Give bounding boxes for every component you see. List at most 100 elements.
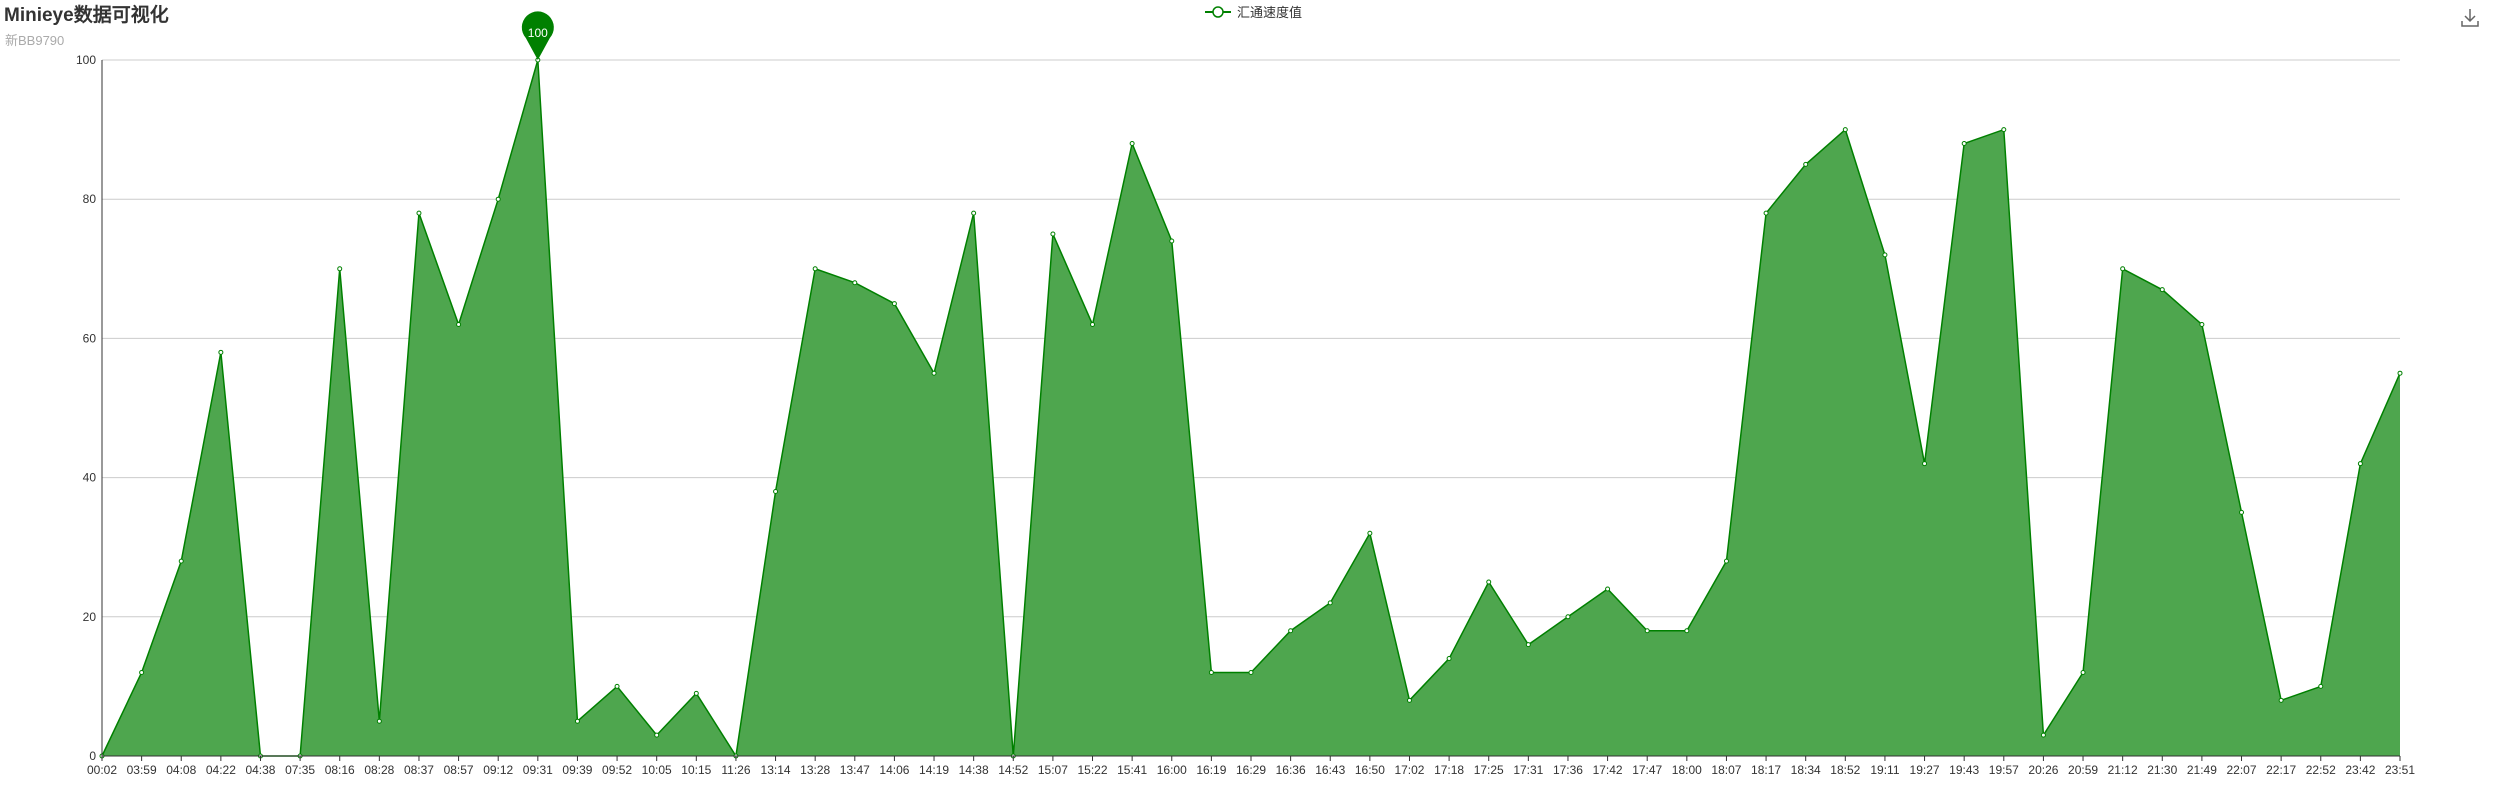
x-tick-label: 22:07 — [2227, 763, 2257, 777]
x-tick-label: 19:27 — [1910, 763, 1940, 777]
x-tick-label: 19:11 — [1870, 763, 1899, 777]
x-tick-label: 16:00 — [1157, 763, 1187, 777]
x-tick-label: 23:51 — [2385, 763, 2415, 777]
data-point — [1487, 580, 1491, 584]
data-point — [2319, 684, 2323, 688]
data-point — [1566, 615, 1570, 619]
x-tick-label: 18:34 — [1791, 763, 1821, 777]
data-point — [615, 684, 619, 688]
data-point — [655, 733, 659, 737]
x-tick-label: 17:02 — [1394, 763, 1424, 777]
x-tick-label: 16:19 — [1196, 763, 1226, 777]
x-tick-label: 09:52 — [602, 763, 632, 777]
data-point — [1170, 239, 1174, 243]
data-point — [575, 719, 579, 723]
data-point — [1645, 629, 1649, 633]
data-point — [2358, 462, 2362, 466]
markpoint-layer: 100 — [522, 11, 554, 60]
x-tick-label: 17:31 — [1513, 763, 1543, 777]
x-tick-label: 21:30 — [2147, 763, 2177, 777]
x-tick-label: 04:38 — [245, 763, 275, 777]
data-point — [1249, 670, 1253, 674]
x-tick-label: 22:52 — [2306, 763, 2336, 777]
x-tick-label: 17:36 — [1553, 763, 1583, 777]
data-point — [932, 371, 936, 375]
data-point — [1289, 629, 1293, 633]
x-tick-label: 17:42 — [1593, 763, 1623, 777]
data-point — [1368, 531, 1372, 535]
data-point — [377, 719, 381, 723]
x-tick-label: 13:47 — [840, 763, 870, 777]
data-point — [972, 211, 976, 215]
x-tick-label: 14:19 — [919, 763, 949, 777]
x-tick-label: 15:41 — [1117, 763, 1147, 777]
data-point — [496, 197, 500, 201]
x-tick-label: 18:00 — [1672, 763, 1702, 777]
x-tick-label: 09:12 — [483, 763, 513, 777]
data-point — [1962, 142, 1966, 146]
x-tick-label: 18:07 — [1711, 763, 1741, 777]
data-point — [1447, 657, 1451, 661]
data-point — [1328, 601, 1332, 605]
data-point — [2002, 128, 2006, 132]
data-point — [1051, 232, 1055, 236]
data-point — [1130, 142, 1134, 146]
x-tick-label: 04:22 — [206, 763, 236, 777]
data-point — [892, 302, 896, 306]
data-point — [2240, 510, 2244, 514]
x-tick-label: 20:26 — [2028, 763, 2058, 777]
y-tick-label: 20 — [83, 610, 97, 624]
data-point — [140, 670, 144, 674]
x-tick-label: 14:52 — [998, 763, 1028, 777]
x-tick-label: 10:15 — [681, 763, 711, 777]
x-tick-label: 14:06 — [879, 763, 909, 777]
data-point — [219, 350, 223, 354]
data-point — [1091, 322, 1095, 326]
data-point — [1685, 629, 1689, 633]
x-tick-label: 17:18 — [1434, 763, 1464, 777]
data-point — [1526, 643, 1530, 647]
series-area — [102, 60, 2400, 756]
x-tick-label: 16:50 — [1355, 763, 1385, 777]
x-tick-label: 17:47 — [1632, 763, 1662, 777]
x-tick-label: 13:14 — [761, 763, 791, 777]
x-tick-label: 07:35 — [285, 763, 315, 777]
markpoint-pin: 100 — [522, 11, 554, 60]
x-tick-label: 16:43 — [1315, 763, 1345, 777]
y-tick-label: 60 — [83, 331, 97, 345]
x-tick-label: 22:17 — [2266, 763, 2296, 777]
data-point — [1209, 670, 1213, 674]
x-tick-label: 16:29 — [1236, 763, 1266, 777]
x-tick-label: 15:22 — [1078, 763, 1108, 777]
x-tick-label: 23:42 — [2345, 763, 2375, 777]
x-tick-label: 03:59 — [127, 763, 157, 777]
data-point — [457, 322, 461, 326]
data-point — [1764, 211, 1768, 215]
x-tick-label: 08:37 — [404, 763, 434, 777]
data-point — [2041, 733, 2045, 737]
x-tick-label: 00:02 — [87, 763, 117, 777]
data-point — [2081, 670, 2085, 674]
x-tick-label: 10:05 — [642, 763, 672, 777]
data-point — [1923, 462, 1927, 466]
x-tick-label: 14:38 — [959, 763, 989, 777]
x-tick-label: 09:31 — [523, 763, 553, 777]
y-tick-label: 0 — [89, 749, 96, 763]
x-tick-label: 08:16 — [325, 763, 355, 777]
data-point — [694, 691, 698, 695]
data-point — [417, 211, 421, 215]
x-tick-label: 11:26 — [721, 763, 750, 777]
data-point — [179, 559, 183, 563]
x-tick-label: 04:08 — [166, 763, 196, 777]
y-tick-label: 100 — [76, 53, 96, 67]
x-tick-label: 21:12 — [2108, 763, 2138, 777]
x-tick-label: 13:28 — [800, 763, 830, 777]
x-tick-label: 19:43 — [1949, 763, 1979, 777]
x-tick-label: 19:57 — [1989, 763, 2019, 777]
markpoint-label: 100 — [528, 26, 548, 40]
data-point — [1606, 587, 1610, 591]
data-point — [1804, 162, 1808, 166]
data-point — [1407, 698, 1411, 702]
x-tick-label: 20:59 — [2068, 763, 2098, 777]
